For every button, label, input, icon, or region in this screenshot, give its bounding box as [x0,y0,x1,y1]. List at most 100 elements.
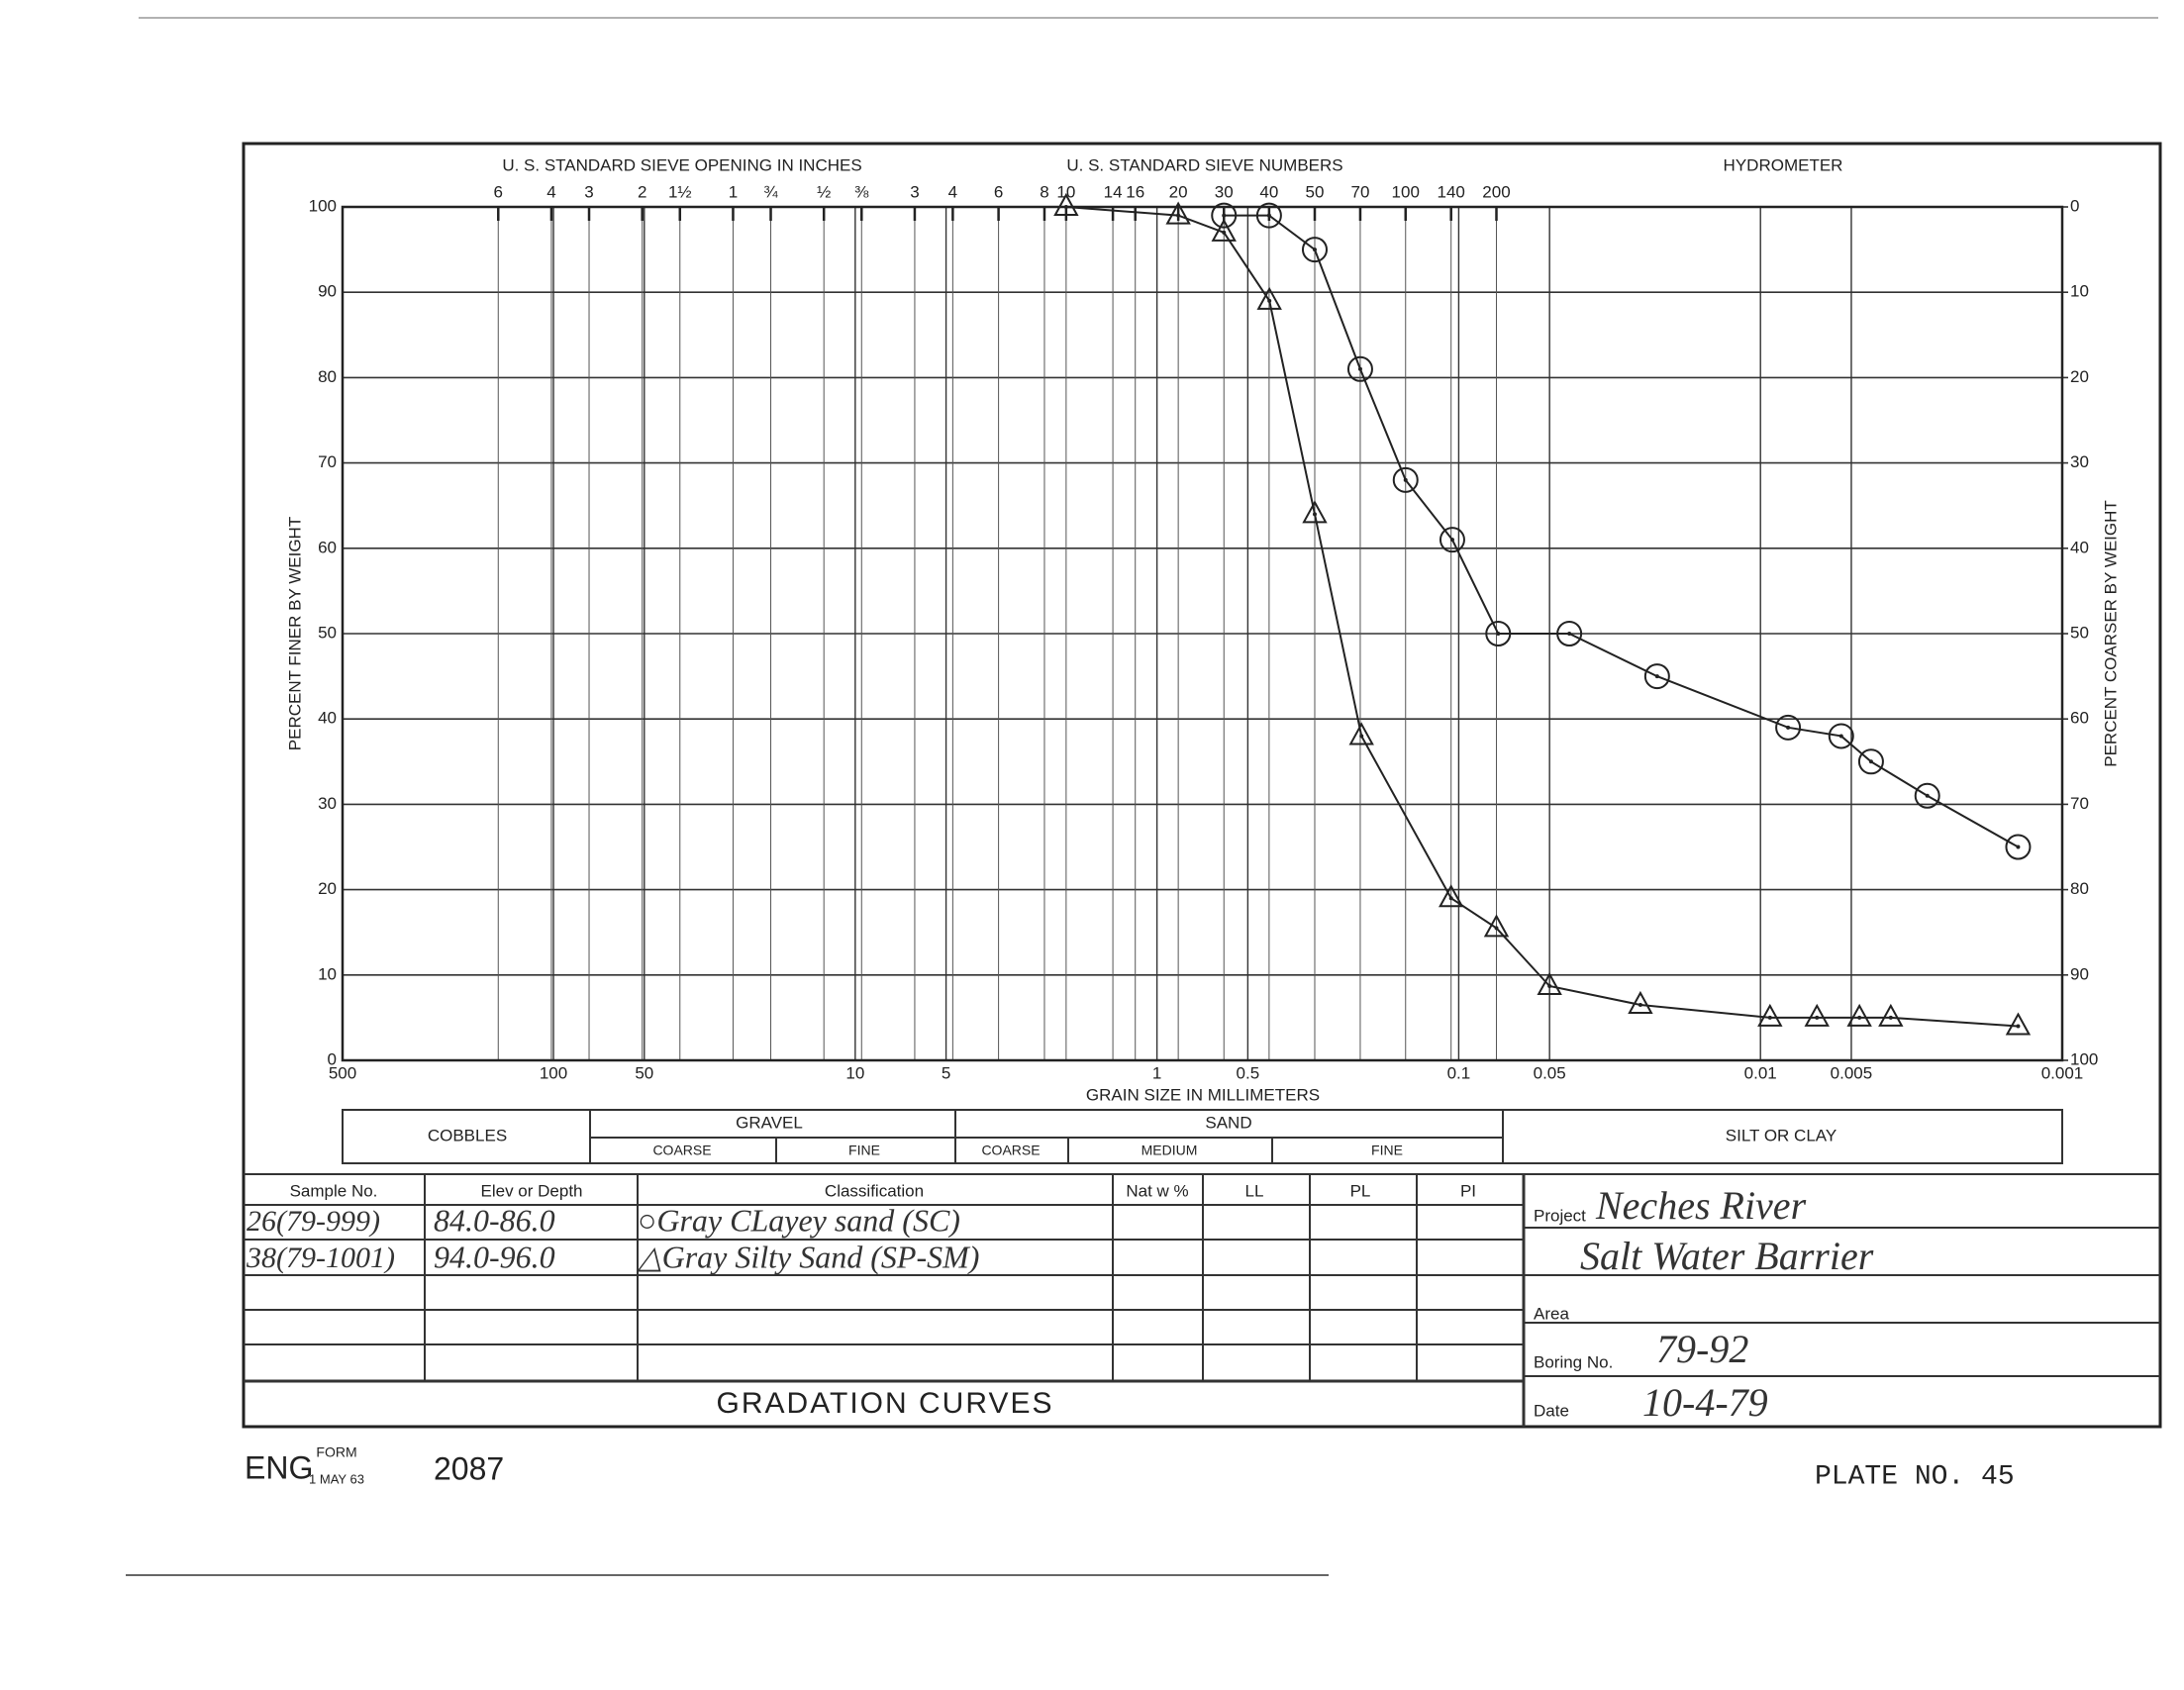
y2-tick-label: 10 [2070,282,2089,301]
data-dot [1312,248,1317,252]
x-axis-label: GRAIN SIZE IN MILLIMETERS [1086,1085,1320,1104]
x-tick-label: 0.01 [1744,1063,1777,1082]
data-marker [1348,722,1374,746]
field-value: Salt Water Barrier [1580,1234,1874,1278]
data-marker [2005,834,2032,860]
data-dot [1266,213,1271,218]
table-header: LL [1245,1181,1264,1200]
top-tick-label: 3 [910,182,919,201]
data-dot [1494,926,1499,931]
y2-tick-label: 40 [2070,538,2089,556]
data-marker [1302,500,1328,524]
x-tick-label: 500 [329,1063,356,1082]
data-dot [1857,1015,1862,1020]
data-marker [1301,237,1328,263]
data-marker [1053,192,1079,216]
top-tick-label: ⅜ [854,182,869,201]
data-dot [1176,213,1181,218]
data-dot [1449,538,1454,543]
y-tick-label: 10 [318,964,337,983]
form-label: FORM [316,1444,356,1460]
band-label: COBBLES [428,1126,507,1144]
y-tick-label: 0 [328,1049,337,1068]
top-tick-label: 10 [1056,182,1075,201]
data-dot [1654,674,1659,679]
y2-tick-label: 20 [2070,367,2089,386]
data-marker [1211,202,1238,229]
top-tick-label: 40 [1259,182,1278,201]
field-value: Neches River [1595,1183,1807,1228]
x-tick-label: 50 [635,1063,653,1082]
data-marker [1255,202,1282,229]
top-tick-label: 140 [1438,182,1465,201]
data-marker [1914,782,1940,809]
data-marker [1878,1003,1904,1027]
data-marker [1485,621,1512,646]
data-dot [1357,366,1362,371]
data-marker [2005,1012,2032,1036]
y-tick-label: 80 [318,367,337,386]
x-tick-label: 0.05 [1534,1063,1566,1082]
band-label: SILT OR CLAY [1726,1126,1837,1144]
top-tick-label: 8 [1040,182,1048,201]
table-cell: 94.0-96.0 [434,1239,555,1274]
band-label: SAND [1205,1113,1251,1132]
y-tick-label: 20 [318,879,337,898]
table-cell: △Gray Silty Sand (SP-SM) [637,1239,979,1274]
data-line [1224,214,2019,848]
table-cell: ○Gray CLayey sand (SC) [638,1202,960,1238]
plot-frame [341,205,2064,1062]
data-marker [1256,286,1282,310]
top-tick-label: 100 [1392,182,1420,201]
sample-table-grid [244,1174,2160,1427]
data-marker [1346,355,1373,382]
top-tick-label: 3 [584,182,593,201]
band-sublabel: FINE [848,1143,880,1158]
data-marker [1537,971,1562,996]
data-dot [1547,984,1552,989]
form-frame [242,142,2162,1429]
data-dot [1767,1015,1772,1020]
data-marker [1804,1003,1830,1027]
band-sublabel: COARSE [652,1143,711,1158]
band-frame [342,1109,2063,1164]
form-prefix: ENG [245,1449,313,1485]
x-tick-label: 10 [845,1063,864,1082]
field-label: Boring No. [1534,1352,1613,1371]
top-tick-label: 2 [638,182,646,201]
table-header: PL [1350,1181,1371,1200]
y-tick-label: 100 [309,196,337,215]
data-dot [1786,725,1791,730]
classification-band [342,1109,2063,1164]
table-header: Sample No. [290,1181,378,1200]
data-marker [1846,1003,1872,1027]
x-tick-label: 0.1 [1447,1063,1471,1082]
top-tick-label: ½ [817,182,831,201]
table-cell: 84.0-86.0 [434,1202,555,1238]
form-number: 2087 [434,1450,504,1486]
data-dot [1222,230,1227,235]
data-dot [1448,896,1453,901]
top-tick-label: 20 [1169,182,1188,201]
field-value: 10-4-79 [1642,1380,1768,1425]
top-tick-label: ¾ [763,182,778,201]
band-sublabel: COARSE [981,1143,1040,1158]
data-marker [1439,527,1465,553]
x-tick-label: 1 [1152,1063,1161,1082]
data-dot [1359,734,1364,739]
field-label: Area [1534,1304,1569,1323]
data-dot [2016,1024,2021,1029]
band-sublabel: FINE [1371,1143,1403,1158]
axis-caption: HYDROMETER [1724,155,1843,174]
y-axis-label: PERCENT FINER BY WEIGHT [285,517,304,750]
x-tick-label: 5 [942,1063,950,1082]
data-line [1065,206,2019,1028]
y-tick-label: 50 [318,623,337,642]
data-dot [1567,632,1572,636]
table-header: Classification [825,1181,924,1200]
y2-tick-label: 100 [2070,1049,2098,1068]
data-dot [1267,298,1272,303]
data-marker [1757,1003,1783,1027]
data-dot [1063,205,1068,209]
